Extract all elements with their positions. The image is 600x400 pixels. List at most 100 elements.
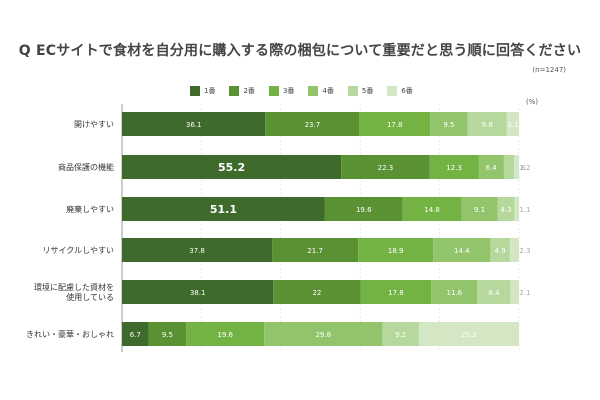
data-label: 17.8: [387, 121, 403, 129]
data-label: 1.1: [519, 206, 530, 214]
bar-segment: [429, 155, 479, 179]
bar-segment: [433, 238, 491, 262]
bar-segment: [359, 112, 431, 136]
data-label: 9.1: [474, 206, 485, 214]
data-label: 17.8: [388, 289, 404, 297]
data-label: 2.6: [515, 164, 527, 172]
data-label: 21.7: [307, 247, 323, 255]
bar-segment: [509, 238, 519, 262]
data-label: 11.6: [446, 289, 462, 297]
bar-segment: [418, 322, 519, 346]
data-label: 6.7: [130, 331, 141, 339]
data-label: 1.2: [519, 164, 530, 172]
legend-swatch: [229, 86, 240, 96]
bar-segment: [341, 155, 430, 179]
legend: 1番 2番 3番 4番 5番 6番: [190, 86, 413, 96]
legend-label: 2番: [243, 87, 255, 95]
bar-segment: [467, 112, 507, 136]
legend-swatch: [190, 86, 200, 96]
sample-size-note: (n=1247): [532, 66, 566, 74]
data-label: 9.5: [443, 121, 454, 129]
data-label: 23.7: [305, 121, 321, 129]
bar-segment: [490, 238, 510, 262]
data-label: 25.2: [461, 331, 477, 339]
data-label: 9.2: [395, 331, 406, 339]
bar-segment: [273, 280, 361, 304]
bar-segment: [478, 155, 504, 179]
legend-item-1: 1番: [190, 86, 215, 96]
data-label: 14.8: [424, 206, 440, 214]
bar-segment: [272, 238, 359, 262]
bar-segment: [360, 280, 432, 304]
data-label: 6.4: [486, 164, 498, 172]
data-label: 19.6: [217, 331, 233, 339]
category-label: 環境に配慮した資材を使用している: [34, 282, 114, 302]
data-label: 51.1: [210, 203, 237, 216]
bar-segment: [122, 322, 149, 346]
category-label: 開けやすい: [74, 120, 114, 129]
data-label: 12.3: [446, 164, 462, 172]
bar-segment: [122, 280, 274, 304]
bar-segment: [514, 155, 519, 179]
bar-segment: [503, 155, 515, 179]
legend-swatch: [268, 86, 279, 96]
bar-segment: [264, 322, 383, 346]
data-label: 38.1: [190, 289, 206, 297]
bar-segment: [506, 112, 519, 136]
legend-swatch: [347, 86, 358, 96]
legend-label: 5番: [361, 87, 374, 95]
legend-item-2: 2番: [229, 86, 255, 96]
data-label: 22.3: [378, 164, 394, 172]
bar-segment: [497, 197, 515, 221]
bar-segment: [510, 280, 519, 304]
category-label: きれい・豪華・おしゃれ: [26, 329, 114, 339]
category-label: 商品保護の機能: [58, 162, 114, 172]
bar-segment: [402, 197, 462, 221]
legend-label: 4番: [322, 87, 334, 95]
bar-segment: [122, 238, 273, 262]
legend-swatch: [308, 86, 319, 96]
data-label: 4.3: [501, 206, 512, 214]
data-label: 2.3: [519, 247, 530, 255]
legend-label: 1番: [204, 87, 216, 95]
bar-segment: [477, 280, 511, 304]
data-label: 14.4: [454, 247, 470, 255]
bar-segment: [461, 197, 498, 221]
bar-segment: [186, 322, 265, 346]
category-label: リサイクルしやすい: [42, 246, 114, 255]
bar-segment: [431, 280, 478, 304]
bar-segment: [122, 155, 342, 179]
data-label: 3.1: [507, 121, 518, 129]
category-label: 廃棄しやすい: [66, 204, 114, 214]
legend-item-4: 4番: [308, 86, 334, 96]
bar-segment: [122, 112, 266, 136]
bar-segment: [265, 112, 360, 136]
data-label: 18.9: [388, 247, 404, 255]
unit-label: (%): [526, 98, 539, 106]
bar-segment: [122, 197, 325, 221]
bar-segment: [358, 238, 434, 262]
legend-item-3: 3番: [268, 86, 295, 96]
bar-segment: [382, 322, 419, 346]
chart-title: Q ECサイトで食材を自分用に購入する際の梱包について重要だと思う順に回答くださ…: [18, 43, 582, 59]
data-label: 22: [312, 289, 321, 297]
bar-segment: [324, 197, 403, 221]
data-label: 9.8: [482, 121, 493, 129]
legend-swatch: [387, 86, 398, 96]
legend-label: 3番: [282, 87, 295, 95]
bar-segment: [148, 322, 187, 346]
data-label: 9.5: [162, 331, 173, 339]
data-label: 19.6: [356, 206, 372, 214]
data-label: 55.2: [218, 161, 245, 174]
data-label: 37.8: [189, 247, 205, 255]
legend-item-6: 6番: [387, 86, 413, 96]
legend-item-5: 5番: [347, 86, 374, 96]
bar-segment: [430, 112, 468, 136]
data-label: 29.8: [315, 331, 331, 339]
bar-segment: [514, 197, 519, 221]
data-label: 2.1: [519, 289, 530, 297]
data-label: 36.1: [186, 121, 202, 129]
data-label: 4.9: [495, 247, 506, 255]
legend-label: 6番: [401, 87, 413, 95]
